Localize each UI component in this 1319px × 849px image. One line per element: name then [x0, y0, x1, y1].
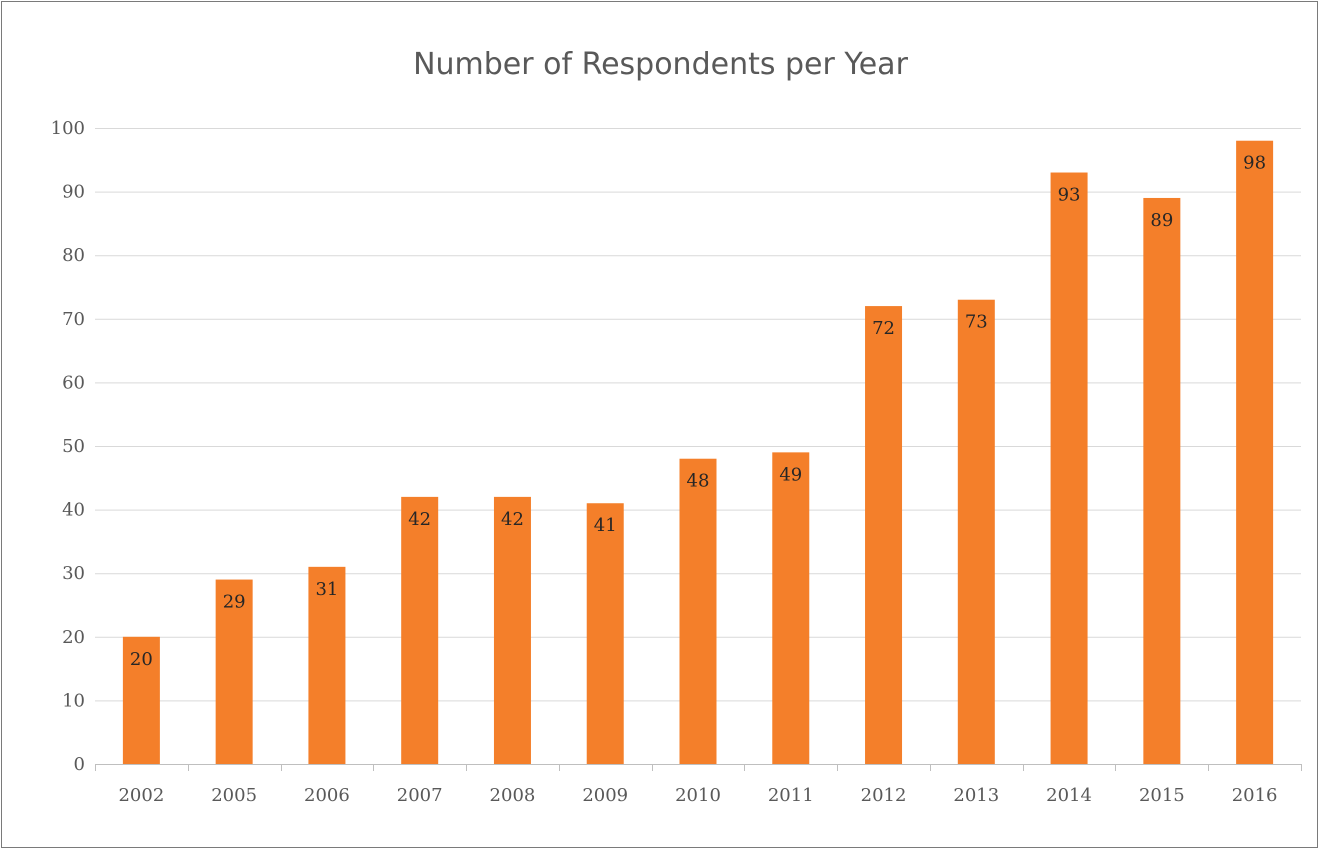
data-label: 73 [965, 312, 988, 333]
data-label: 72 [872, 318, 895, 339]
data-label: 41 [594, 515, 617, 536]
x-tick-label: 2007 [397, 785, 443, 806]
bar [122, 636, 160, 764]
bar [1143, 197, 1181, 764]
data-label: 29 [223, 592, 246, 613]
bar [586, 503, 624, 764]
bar [1236, 140, 1274, 765]
data-label: 48 [687, 471, 710, 492]
x-tick-label: 2006 [304, 785, 350, 806]
chart-title: Number of Respondents per Year [413, 47, 908, 82]
bar [401, 496, 439, 764]
bar [865, 306, 903, 764]
y-tick-label: 0 [74, 754, 85, 775]
y-tick-label: 10 [62, 690, 85, 711]
y-tick-label: 90 [62, 182, 85, 203]
data-label: 93 [1058, 185, 1081, 206]
bar [215, 579, 253, 764]
x-tick-label: 2013 [953, 785, 999, 806]
x-tick-label: 2014 [1046, 785, 1092, 806]
x-tick-label: 2009 [582, 785, 628, 806]
y-tick-label: 40 [62, 500, 85, 521]
x-tick-label: 2010 [675, 785, 721, 806]
data-label: 98 [1243, 153, 1266, 174]
bar [957, 299, 995, 764]
y-tick-label: 100 [51, 118, 85, 139]
data-label: 49 [779, 464, 802, 485]
x-tick-label: 2005 [211, 785, 257, 806]
bar [493, 496, 531, 764]
data-label: 42 [408, 509, 431, 530]
y-tick-label: 50 [62, 436, 85, 457]
x-tick-label: 2011 [768, 785, 814, 806]
y-tick-label: 80 [62, 245, 85, 266]
x-tick-label: 2008 [490, 785, 536, 806]
y-tick-label: 30 [62, 563, 85, 584]
x-tick-label: 2002 [118, 785, 164, 806]
bar [679, 458, 717, 764]
data-label: 20 [130, 649, 153, 670]
y-tick-label: 60 [62, 372, 85, 393]
bar [772, 452, 810, 764]
y-tick-label: 70 [62, 309, 85, 330]
x-tick-label: 2016 [1232, 785, 1278, 806]
data-label: 31 [315, 579, 338, 600]
x-tick-label: 2015 [1139, 785, 1185, 806]
bar [1050, 172, 1088, 764]
y-tick-label: 20 [62, 627, 85, 648]
x-tick-label: 2012 [861, 785, 907, 806]
data-label: 89 [1150, 210, 1173, 231]
bar [308, 566, 346, 764]
data-label: 42 [501, 509, 524, 530]
